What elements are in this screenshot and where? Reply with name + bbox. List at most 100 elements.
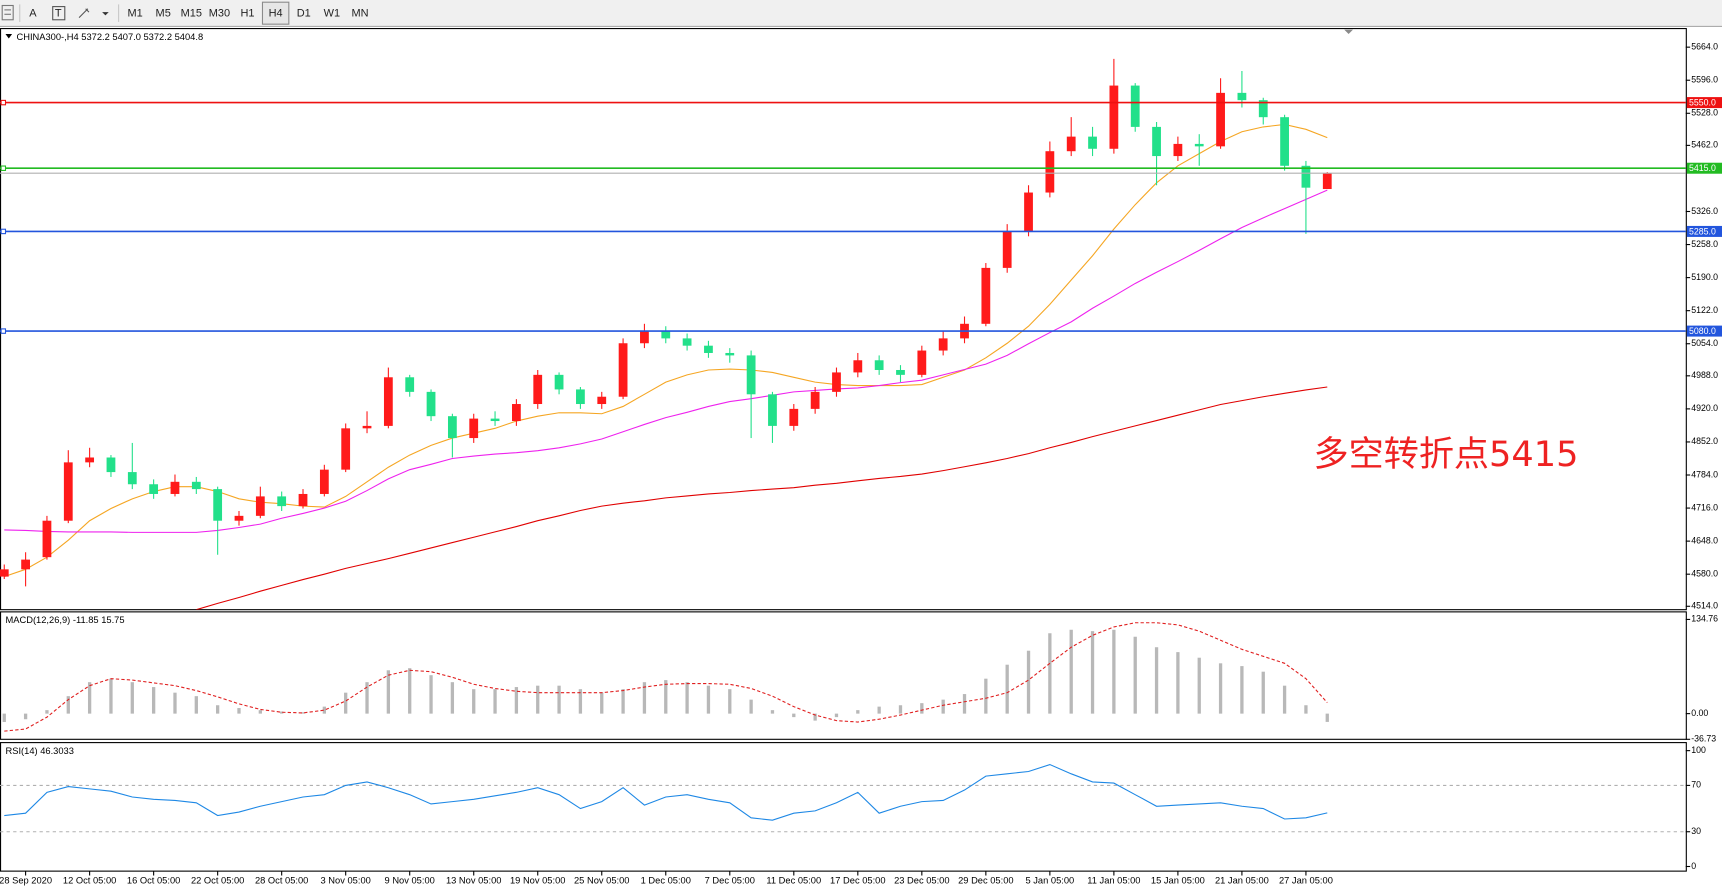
candle-body [938, 338, 948, 351]
candle-body [234, 515, 244, 521]
candle-body [1109, 85, 1119, 149]
moving-average [196, 386, 1328, 610]
macd-bar [600, 692, 604, 714]
panel-frame [0, 28, 1687, 611]
panel-title: RSI(14) 46.3033 [5, 746, 73, 756]
active-timeframe [261, 1, 290, 25]
candle-body [255, 496, 265, 516]
macd-bar [813, 713, 817, 721]
macd-bar [728, 689, 732, 714]
y-tick-label: 0.00 [1691, 708, 1708, 718]
timeframe-button[interactable]: M1 [127, 8, 142, 20]
candle-body [1322, 173, 1332, 190]
macd-bar [1304, 705, 1308, 714]
candle-body [640, 331, 649, 344]
macd-bar [749, 699, 753, 714]
macd-bar [834, 713, 839, 718]
candle-body [127, 472, 137, 485]
timeframe-button[interactable]: W1 [324, 8, 340, 20]
level-label: 5550.0 [1689, 97, 1716, 107]
macd-bar [642, 682, 647, 714]
x-tick-label: 9 Nov 05:00 [385, 875, 435, 885]
macd-bar [1240, 666, 1244, 714]
tool-button[interactable]: T [55, 8, 62, 20]
candle-body [85, 457, 95, 463]
y-tick-label: 4580.0 [1691, 568, 1718, 578]
candle-body [597, 396, 607, 405]
candle-body [661, 331, 671, 339]
candle-body [874, 360, 884, 370]
level-label-box [1686, 162, 1722, 174]
candle-body [1024, 192, 1033, 232]
macd-bar [770, 710, 775, 714]
candle-body [21, 559, 30, 570]
x-tick-label: 28 Sep 2020 [0, 875, 52, 885]
candle-body [533, 374, 543, 405]
x-tick-label: 28 Oct 05:00 [255, 875, 308, 885]
timeframe-button[interactable]: M30 [209, 8, 230, 20]
macd-bar [1133, 636, 1137, 714]
level-anchor [0, 99, 7, 106]
macd-bar [685, 682, 689, 714]
candle-body [277, 496, 287, 507]
macd-bar [1069, 629, 1073, 714]
macd-bar [984, 678, 988, 714]
candle-body [618, 343, 628, 397]
candle-body [191, 481, 201, 490]
panel-frame [0, 742, 1687, 872]
candle-body [853, 360, 863, 373]
macd-bar [1282, 685, 1287, 714]
timeframe-button[interactable]: M15 [181, 8, 202, 20]
candle-body [789, 408, 799, 426]
arrow-tool-icon[interactable] [78, 8, 90, 18]
macd-bar [472, 689, 476, 714]
candle-body [768, 394, 777, 426]
y-tick-label: 0 [1691, 861, 1696, 871]
macd-bar [514, 687, 519, 714]
y-tick-label: -36.73 [1691, 734, 1716, 744]
y-tick-label: 5326.0 [1691, 206, 1718, 216]
macd-bar [66, 696, 70, 714]
timeframe-button[interactable]: H1 [241, 8, 255, 20]
plot-area [0, 763, 1686, 833]
tool-button[interactable]: A [29, 8, 37, 20]
timeframe-button[interactable]: D1 [297, 8, 311, 20]
x-tick-label: 13 Nov 05:00 [446, 875, 501, 885]
candle-body [1066, 136, 1076, 152]
macd-bar [1154, 647, 1159, 714]
x-tick-label: 23 Dec 05:00 [894, 875, 949, 885]
candle-body [896, 369, 905, 375]
level-anchor [0, 228, 7, 235]
candle-body [1237, 92, 1247, 101]
candle-body [1258, 100, 1268, 118]
y-tick-label: 4920.0 [1691, 403, 1718, 413]
toolbar [0, 0, 1722, 27]
timeframe-button[interactable]: MN [351, 8, 368, 20]
candle-body [810, 391, 820, 409]
macd-bar [1325, 713, 1329, 722]
moving-average [4, 123, 1328, 578]
x-tick-label: 29 Dec 05:00 [958, 875, 1013, 885]
y-tick-label: 5462.0 [1691, 140, 1718, 150]
macd-bar [664, 680, 668, 714]
timeframe-button[interactable]: H4 [269, 8, 283, 20]
candle-body [63, 462, 73, 521]
candle-body [1280, 117, 1289, 166]
candle-body [170, 481, 180, 494]
macd-bar [1112, 629, 1116, 714]
timeframe-button[interactable]: M5 [156, 8, 171, 20]
x-tick-label: 12 Oct 05:00 [63, 875, 116, 885]
plot-area [2, 622, 1329, 732]
macd-bar [1218, 663, 1223, 714]
menu-icon[interactable] [1, 4, 14, 21]
plot-area [0, 58, 1686, 610]
x-tick-label: 3 Nov 05:00 [321, 875, 371, 885]
macd-bar [365, 682, 369, 714]
candle-body [832, 372, 841, 392]
macd-bar [386, 670, 391, 714]
macd-bar [408, 668, 412, 714]
level-anchor [0, 165, 7, 171]
macd-bar [45, 710, 49, 714]
dropdown-icon[interactable] [102, 12, 109, 16]
